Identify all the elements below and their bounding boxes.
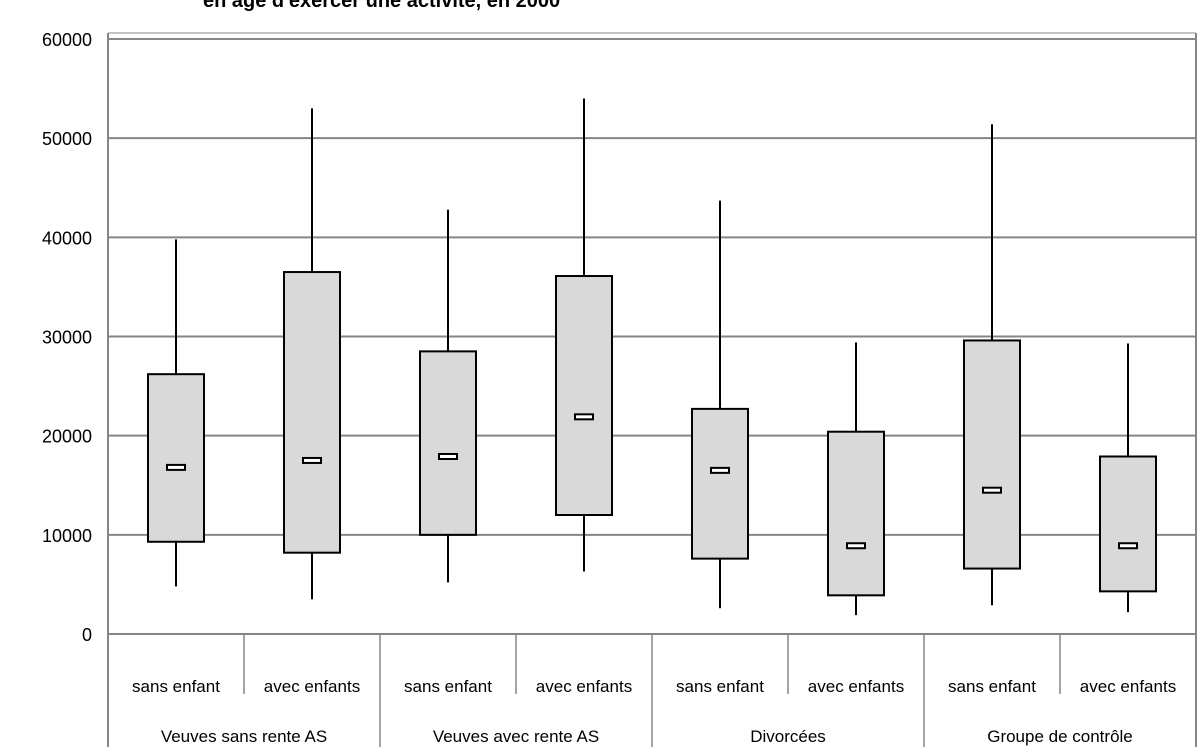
iqr-box xyxy=(691,407,749,560)
box-plot-item xyxy=(827,342,885,616)
x-subcategory-label: avec enfants xyxy=(808,677,904,696)
median-marker xyxy=(302,456,322,464)
box-plot-item xyxy=(555,98,613,572)
iqr-box xyxy=(963,339,1021,570)
grid-lines xyxy=(108,38,1196,536)
y-tick-label: 20000 xyxy=(42,427,92,447)
box-plot-item xyxy=(147,239,205,587)
iqr-box xyxy=(1099,455,1157,593)
box-plot-item xyxy=(419,209,477,583)
x-group-label: Veuves sans rente AS xyxy=(161,727,327,746)
x-subcategory-label: avec enfants xyxy=(264,677,360,696)
boxes xyxy=(147,98,1157,616)
x-subcategory-label: sans enfant xyxy=(132,677,220,696)
median-marker xyxy=(846,542,866,550)
x-subcategory-label: sans enfant xyxy=(676,677,764,696)
y-tick-label: 30000 xyxy=(42,328,92,348)
iqr-box xyxy=(147,373,205,543)
box-plot-item xyxy=(691,200,749,609)
median-marker xyxy=(1118,542,1138,550)
x-subcategory-label: sans enfant xyxy=(948,677,1036,696)
x-subcategory-label: avec enfants xyxy=(536,677,632,696)
box-plot-item xyxy=(963,124,1021,606)
median-marker xyxy=(166,463,186,471)
x-group-label: Divorcées xyxy=(750,727,826,746)
axes: 0 10000 20000 30000 40000 50000 60000 xyxy=(42,30,1197,747)
chart-title: en âge d'exercer une activité, en 2000 xyxy=(203,0,560,12)
median-marker xyxy=(710,466,730,474)
category-labels: sans enfant avec enfants sans enfant avec e… xyxy=(132,677,1176,746)
median-marker xyxy=(438,452,458,460)
iqr-box xyxy=(827,430,885,597)
iqr-box xyxy=(283,271,341,554)
iqr-box xyxy=(419,350,477,536)
iqr-box xyxy=(555,275,613,516)
y-tick-label: 40000 xyxy=(42,228,92,248)
x-group-label: Veuves avec rente AS xyxy=(433,727,599,746)
x-subcategory-label: avec enfants xyxy=(1080,677,1176,696)
median-marker xyxy=(574,413,594,421)
y-tick-label: 10000 xyxy=(42,526,92,546)
box-plot-item xyxy=(283,108,341,600)
median-marker xyxy=(982,486,1002,494)
y-tick-label: 50000 xyxy=(42,129,92,149)
y-tick-label: 0 xyxy=(82,625,92,645)
x-group-label: Groupe de contrôle xyxy=(987,727,1133,746)
x-subcategory-label: sans enfant xyxy=(404,677,492,696)
box-plot-item xyxy=(1099,343,1157,613)
y-tick-label: 60000 xyxy=(42,30,92,50)
